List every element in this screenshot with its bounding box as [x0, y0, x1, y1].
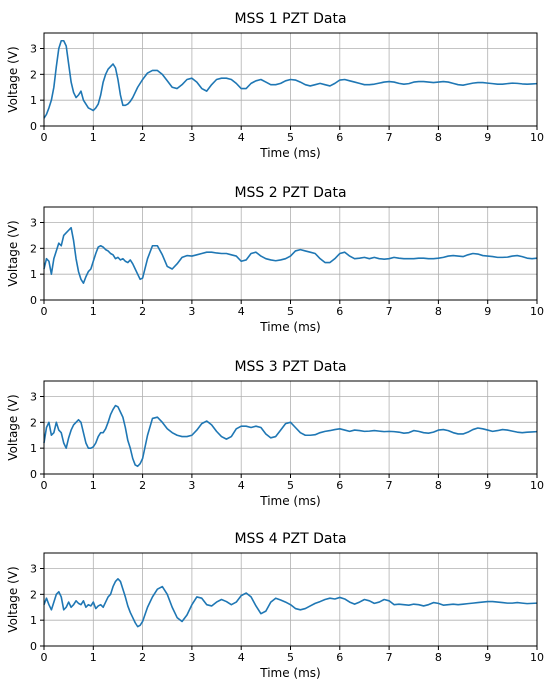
x-tick-label: 4	[238, 131, 245, 144]
x-tick-label: 2	[139, 305, 146, 318]
x-tick-label: 10	[530, 305, 544, 318]
chart-title: MSS 3 PZT Data	[234, 359, 346, 375]
x-tick-label: 4	[238, 651, 245, 664]
x-tick-label: 5	[287, 479, 294, 492]
y-tick-label: 0	[30, 468, 37, 481]
x-tick-label: 10	[530, 131, 544, 144]
chart-2: MSS 2 PZT Data 0 1 2 3 4 5 6 7 8 9 10 0 1 2 3 Time (ms) V…	[6, 185, 544, 334]
x-tick-label: 0	[41, 131, 48, 144]
x-tick-label: 2	[139, 131, 146, 144]
x-tick-label: 0	[41, 651, 48, 664]
chart-title: MSS 4 PZT Data	[234, 531, 346, 547]
x-tick-label: 1	[90, 131, 97, 144]
x-tick-label: 9	[484, 131, 491, 144]
y-tick-label: 0	[30, 640, 37, 653]
x-tick-label: 1	[90, 479, 97, 492]
y-tick-label: 3	[30, 391, 37, 404]
y-tick-label: 2	[30, 68, 37, 81]
x-tick-label: 1	[90, 305, 97, 318]
y-tick-label: 1	[30, 614, 37, 627]
y-tick-label: 1	[30, 94, 37, 107]
x-tick-label: 6	[336, 479, 343, 492]
x-tick-label: 8	[435, 479, 442, 492]
y-tick-label: 2	[30, 242, 37, 255]
x-tick-label: 3	[188, 131, 195, 144]
y-tick-label: 1	[30, 442, 37, 455]
x-tick-label: 7	[386, 131, 393, 144]
x-tick-label: 0	[41, 479, 48, 492]
y-tick-label: 3	[30, 563, 37, 576]
y-tick-label: 0	[30, 294, 37, 307]
y-tick-label: 3	[30, 217, 37, 230]
x-tick-label: 5	[287, 305, 294, 318]
x-tick-label: 8	[435, 131, 442, 144]
x-tick-label: 4	[238, 479, 245, 492]
x-tick-label: 9	[484, 651, 491, 664]
x-axis-label: Time (ms)	[259, 666, 321, 680]
y-tick-label: 3	[30, 43, 37, 56]
chart-3: MSS 3 PZT Data 0 1 2 3 4 5 6 7 8 9 10 0 1 2 3 Time (ms) V…	[6, 359, 544, 508]
x-tick-label: 2	[139, 479, 146, 492]
x-axis-label: Time (ms)	[259, 320, 321, 334]
x-tick-label: 7	[386, 651, 393, 664]
y-axis-label: Voltage (V)	[6, 46, 20, 112]
y-tick-label: 1	[30, 268, 37, 281]
y-axis-label: Voltage (V)	[6, 566, 20, 632]
series-line	[43, 404, 538, 468]
y-axis-label: Voltage (V)	[6, 220, 20, 286]
x-tick-label: 9	[484, 305, 491, 318]
x-tick-label: 7	[386, 305, 393, 318]
x-tick-label: 5	[287, 651, 294, 664]
x-tick-label: 3	[188, 651, 195, 664]
x-axis-label: Time (ms)	[259, 494, 321, 508]
x-tick-label: 7	[386, 479, 393, 492]
chart-title: MSS 1 PZT Data	[234, 11, 346, 27]
x-tick-label: 4	[238, 305, 245, 318]
y-tick-label: 2	[30, 416, 37, 429]
x-tick-label: 2	[139, 651, 146, 664]
x-tick-label: 8	[435, 651, 442, 664]
y-tick-label: 0	[30, 120, 37, 133]
x-tick-label: 5	[287, 131, 294, 144]
x-tick-label: 10	[530, 479, 544, 492]
x-tick-label: 1	[90, 651, 97, 664]
y-axis-label: Voltage (V)	[6, 394, 20, 460]
x-tick-label: 10	[530, 651, 544, 664]
x-tick-label: 0	[41, 305, 48, 318]
x-tick-label: 9	[484, 479, 491, 492]
series-line	[43, 578, 538, 628]
series-line	[43, 226, 538, 285]
series-line	[43, 39, 538, 119]
x-axis-label: Time (ms)	[259, 146, 321, 160]
x-tick-label: 8	[435, 305, 442, 318]
x-tick-label: 6	[336, 305, 343, 318]
chart-title: MSS 2 PZT Data	[234, 185, 346, 201]
x-tick-label: 6	[336, 651, 343, 664]
chart-1: MSS 1 PZT Data 0 1 2 3 4 5 6 7 8 9 10 0 1 2 3 Time (ms) V…	[6, 11, 544, 160]
y-tick-label: 2	[30, 588, 37, 601]
x-tick-label: 3	[188, 479, 195, 492]
chart-4: MSS 4 PZT Data 0 1 2 3 4 5 6 7 8 9 10 0 1 2 3 Time (ms) V…	[6, 531, 544, 680]
x-tick-label: 3	[188, 305, 195, 318]
x-tick-label: 6	[336, 131, 343, 144]
